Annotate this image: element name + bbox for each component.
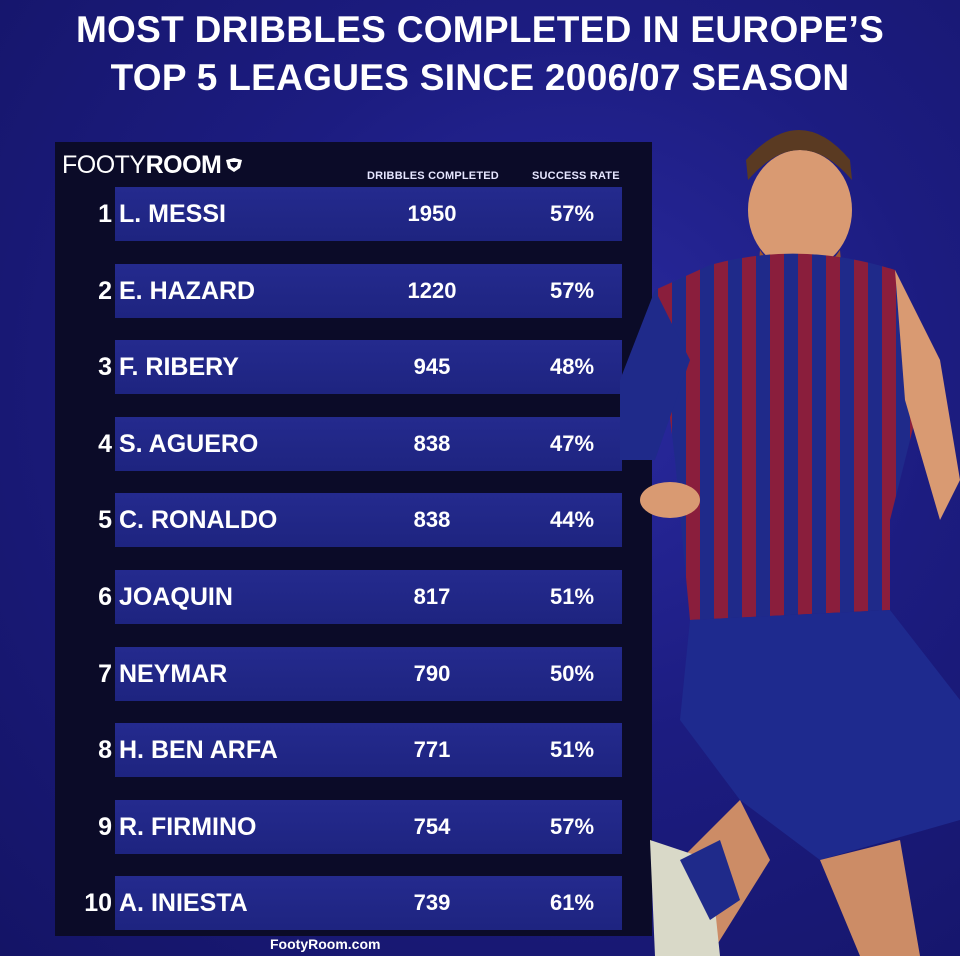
- row-bar: [115, 187, 622, 241]
- column-header-dribbles: DRIBBLES COMPLETED: [367, 170, 499, 182]
- success-rate-value: 50%: [549, 660, 595, 686]
- dribbles-completed-value: 771: [413, 737, 451, 763]
- player-name: C. RONALDO: [119, 506, 278, 535]
- brand-logo-part1: FOOTY: [62, 151, 146, 179]
- dribbles-completed-value: 945: [413, 354, 451, 380]
- rank-number: 10: [84, 889, 112, 918]
- title-line-1: MOST DRIBBLES COMPLETED IN EUROPE’S: [75, 9, 885, 50]
- player-photo: [620, 130, 960, 956]
- dribbles-completed-value: 1950: [407, 201, 457, 226]
- dribbles-completed-value: 1220: [407, 277, 457, 303]
- rank-number: 2: [98, 276, 112, 305]
- title-line-2: TOP 5 LEAGUES SINCE 2006/07 SEASON: [110, 57, 850, 98]
- player-name: F. RIBERY: [119, 353, 239, 382]
- row-bar: [115, 570, 622, 624]
- player-name: H. BEN ARFA: [119, 736, 278, 765]
- success-rate-value: 61%: [549, 890, 595, 916]
- rank-number: 5: [98, 506, 112, 535]
- table-row: 7 NEYMAR 790 50%: [62, 646, 622, 701]
- row-bar: [115, 340, 622, 395]
- success-rate-value: 57%: [549, 277, 595, 303]
- table-row: 9 R. FIRMINO 754 57%: [62, 799, 622, 854]
- table-row: 10 A. INIESTA 739 61%: [62, 876, 622, 931]
- table-row: 5 C. RONALDO 838 44%: [62, 493, 622, 548]
- table-row: 2 E. HAZARD 1220 57%: [62, 263, 622, 318]
- row-bar: [115, 493, 622, 548]
- success-rate-value: 48%: [549, 354, 595, 380]
- dribbles-completed-value: 817: [413, 584, 451, 609]
- row-bar: [115, 263, 622, 318]
- row-bar: [115, 416, 622, 471]
- row-bar: [115, 646, 622, 701]
- table-row: 1 L. MESSI 1950 57%: [62, 187, 622, 241]
- rank-number: 6: [98, 583, 112, 611]
- column-header-success-rate: SUCCESS RATE: [532, 170, 620, 182]
- success-rate-value: 47%: [549, 430, 595, 456]
- table-row: 3 F. RIBERY 945 48%: [62, 340, 622, 395]
- footer-source: FootyRoom.com: [270, 936, 381, 952]
- success-rate-value: 51%: [549, 584, 595, 609]
- row-bar: [115, 799, 622, 854]
- success-rate-value: 44%: [549, 507, 595, 533]
- rank-number: 3: [98, 353, 112, 382]
- dribbles-completed-value: 790: [413, 660, 451, 686]
- player-name: R. FIRMINO: [119, 812, 257, 841]
- dribbles-completed-value: 838: [413, 430, 451, 456]
- rank-number: 8: [98, 736, 112, 765]
- player-name: L. MESSI: [119, 200, 226, 228]
- shield-icon: [226, 158, 243, 172]
- brand-logo: FOOTY ROOM: [62, 150, 243, 180]
- rank-number: 9: [98, 812, 112, 841]
- player-name: S. AGUERO: [119, 429, 259, 458]
- table-row: 4 S. AGUERO 838 47%: [62, 416, 622, 471]
- success-rate-value: 57%: [549, 813, 595, 839]
- dribbles-completed-value: 754: [413, 813, 451, 839]
- dribbles-completed-value: 739: [413, 890, 451, 916]
- row-bar: [115, 723, 622, 778]
- rank-number: 7: [98, 659, 112, 688]
- player-name: A. INIESTA: [119, 889, 248, 918]
- rank-number: 1: [98, 200, 112, 228]
- dribbles-completed-value: 838: [413, 507, 451, 533]
- infographic-title: MOST DRIBBLES COMPLETED IN EUROPE’S TOP …: [0, 6, 960, 102]
- player-name: JOAQUIN: [119, 583, 233, 611]
- table-row: 6 JOAQUIN 817 51%: [62, 570, 622, 624]
- row-bar: [115, 876, 622, 931]
- success-rate-value: 51%: [549, 737, 595, 763]
- player-name: NEYMAR: [119, 659, 228, 688]
- brand-logo-part2: ROOM: [145, 151, 222, 179]
- rank-number: 4: [98, 429, 112, 458]
- player-name: E. HAZARD: [119, 276, 256, 305]
- table-row: 8 H. BEN ARFA 771 51%: [62, 723, 622, 778]
- success-rate-value: 57%: [549, 201, 595, 226]
